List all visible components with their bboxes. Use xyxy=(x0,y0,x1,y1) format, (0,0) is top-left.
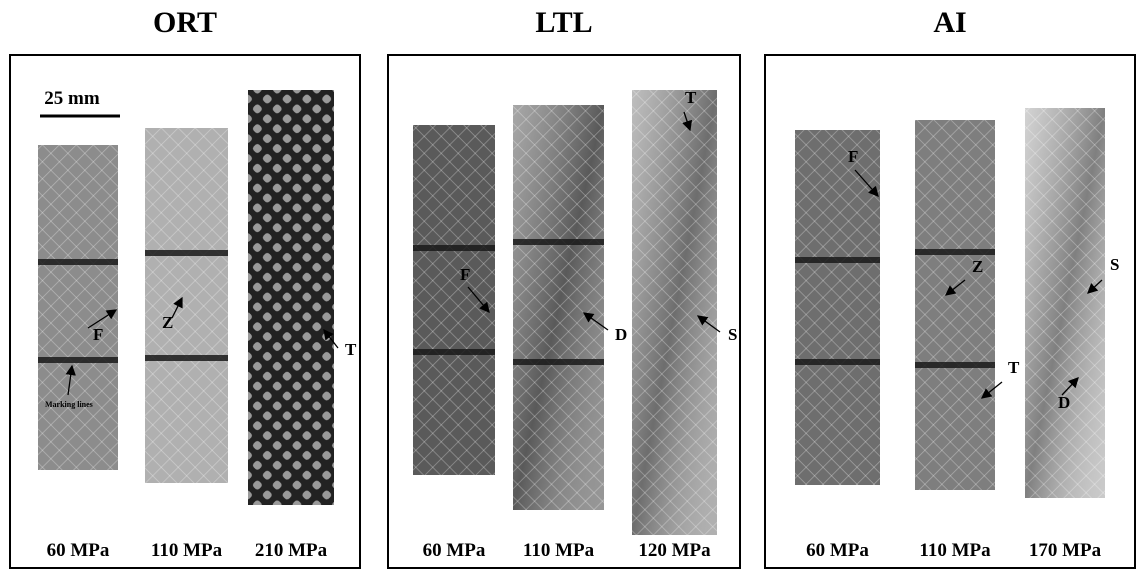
specimen-texture xyxy=(915,120,995,490)
specimen-texture xyxy=(513,105,604,510)
annotation: S xyxy=(728,325,737,344)
annotation: S xyxy=(1110,255,1119,274)
marking-line xyxy=(413,245,495,251)
annotation: Marking lines xyxy=(45,400,93,409)
marking-line xyxy=(145,250,228,256)
annotation: F xyxy=(93,325,103,344)
annotation: Z xyxy=(162,313,173,332)
specimen-texture xyxy=(248,90,334,505)
marking-line xyxy=(38,259,118,265)
figure: ORT 25 mm 60 MPa F Marking lines 110 MPa Z 210 … xyxy=(0,0,1141,573)
stress-label: 170 MPa xyxy=(1029,540,1102,561)
panel-title: AI xyxy=(933,6,966,39)
scale-bar-label: 25 mm xyxy=(44,88,100,109)
annotation: T xyxy=(1008,358,1020,377)
panel-title: LTL xyxy=(535,6,592,39)
marking-line xyxy=(795,359,880,365)
specimen-texture xyxy=(632,90,717,535)
stress-label: 120 MPa xyxy=(638,540,711,561)
stress-label: 60 MPa xyxy=(806,540,869,561)
marking-line xyxy=(513,239,604,245)
annotation: Z xyxy=(972,257,983,276)
marking-line xyxy=(38,357,118,363)
marking-line xyxy=(795,257,880,263)
stress-label: 110 MPa xyxy=(151,540,223,561)
specimen-texture xyxy=(38,145,118,470)
marking-line xyxy=(915,249,995,255)
page: {"panels": [ {"title": "ORT", "scale_bar… xyxy=(0,0,1141,573)
annotation: D xyxy=(615,325,627,344)
specimen-texture xyxy=(145,128,228,483)
annotation: T xyxy=(685,88,697,107)
marking-line xyxy=(413,349,495,355)
annotation: D xyxy=(1058,393,1070,412)
stress-label: 60 MPa xyxy=(47,540,110,561)
marking-line xyxy=(145,355,228,361)
stress-label: 110 MPa xyxy=(919,540,991,561)
annotation: T xyxy=(345,340,357,359)
marking-line xyxy=(915,362,995,368)
annotation: F xyxy=(460,265,470,284)
panel-title: ORT xyxy=(153,6,217,39)
stress-label: 210 MPa xyxy=(255,540,328,561)
specimen-texture xyxy=(1025,108,1105,498)
specimen-texture xyxy=(413,125,495,475)
stress-label: 60 MPa xyxy=(423,540,486,561)
marking-line xyxy=(513,359,604,365)
stress-label: 110 MPa xyxy=(523,540,595,561)
annotation: F xyxy=(848,147,858,166)
